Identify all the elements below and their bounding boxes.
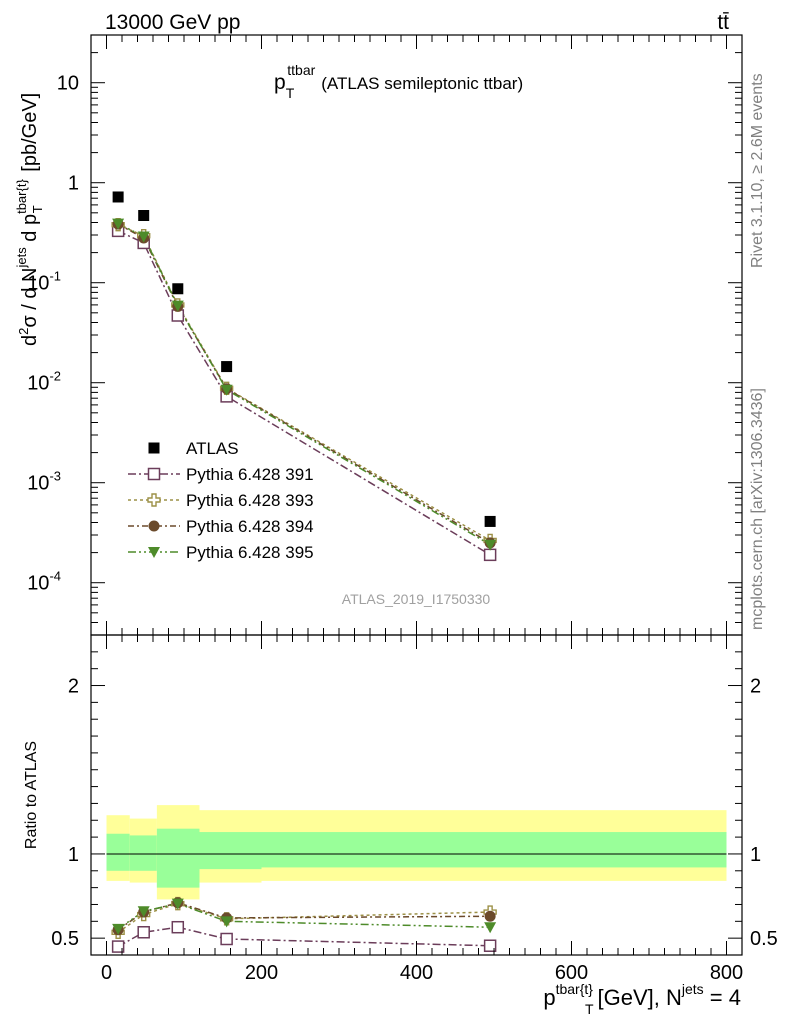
upper-y-tick-label: 10-3 (27, 469, 61, 495)
lower-y-tick-label-right: 0.5 (750, 928, 778, 950)
atlas-data-point (221, 361, 233, 373)
ratio-series-point-0 (171, 920, 185, 934)
uncertainty-band-inner (199, 832, 262, 870)
rivet-version-label: Rivet 3.1.10, ≥ 2.6M events (749, 73, 766, 268)
analysis-watermark: ATLAS_2019_I1750330 (342, 591, 491, 607)
ratio-series-point-2 (484, 910, 496, 922)
chart-title: pTttbar(ATLAS semileptonic ttbar) (274, 62, 523, 101)
lower-y-axis-label: Ratio to ATLAS (23, 741, 40, 849)
ratio-series-line-0 (117, 926, 491, 948)
atlas-data-point (484, 515, 496, 527)
x-tick-label: 600 (555, 962, 588, 984)
x-tick-label: 0 (101, 962, 112, 984)
ratio-series-point-0 (137, 926, 150, 939)
lower-y-tick-label-right: 2 (750, 676, 761, 698)
upper-y-tick-label: 10-2 (27, 369, 61, 395)
uncertainty-band-inner (261, 832, 727, 868)
ratio-series-point-3 (484, 922, 497, 934)
atlas-data-point (138, 210, 150, 222)
x-tick-label: 400 (400, 962, 433, 984)
header-process-label: tt̄ (717, 11, 729, 34)
upper-y-tick-label: 1 (68, 173, 79, 195)
upper-series-point-3 (137, 231, 150, 243)
legend-marker-2 (148, 520, 160, 532)
upper-panel: 10 1 10-1 10-2 10-3 10-4 pTttbar(ATLAS semile… (14, 34, 743, 636)
x-tick-label: 200 (245, 962, 278, 984)
ratio-series-point-0 (111, 940, 125, 953)
upper-series-point-3 (112, 218, 125, 230)
legend-label-atlas: ATLAS (186, 439, 239, 458)
legend-label-1: Pythia 6.428 393 (186, 491, 314, 510)
ratio-series-point-3 (112, 923, 125, 935)
legend-marker-1 (147, 493, 161, 507)
upper-series-point-3 (484, 539, 497, 551)
upper-y-tick-label: 10 (57, 73, 79, 95)
ratio-series-point-3 (171, 898, 184, 910)
atlas-data-point (112, 191, 124, 203)
x-tick-label: 800 (710, 962, 743, 984)
upper-series-point-0 (483, 548, 497, 562)
legend-marker-atlas (148, 442, 160, 454)
ratio-series-point-0 (220, 932, 233, 946)
svg-text:d2σ / d Njets d ptbar{t}T [pb/: d2σ / d Njets d ptbar{t}T [pb/GeV] (14, 93, 45, 346)
upper-y-axis-label: d2σ / d Njets d ptbar{t}T [pb/GeV] (14, 93, 45, 346)
legend-marker-3 (148, 547, 160, 558)
uncertainty-band-inner (156, 828, 200, 888)
legend: ATLAS Pythia 6.428 391 Pythia 6.428 393 Pyt… (128, 439, 314, 562)
upper-series-line-2 (117, 223, 491, 544)
lower-y-tick-label: 1 (68, 844, 79, 866)
lower-panel: 0.5 0.5 1 1 2 2 0 200 400 600 800 Ratio to ATLAS (23, 634, 778, 984)
uncertainty-band-inner (129, 835, 157, 871)
lower-y-tick-label-right: 1 (750, 844, 761, 866)
legend-marker-0 (147, 467, 161, 481)
lower-y-tick-label: 2 (68, 676, 79, 698)
ratio-series-point-3 (220, 916, 233, 928)
legend-label-3: Pythia 6.428 395 (186, 543, 314, 562)
legend-label-2: Pythia 6.428 394 (186, 517, 314, 536)
ratio-series-point-3 (137, 906, 150, 918)
upper-series-point-3 (171, 300, 184, 312)
lower-y-tick-label: 0.5 (51, 928, 79, 950)
upper-series-point-3 (220, 384, 233, 396)
mcplots-source-label: mcplots.cern.ch [arXiv:1306.3436] (749, 388, 766, 630)
upper-y-tick-label: 10-4 (27, 569, 61, 595)
legend-label-0: Pythia 6.428 391 (186, 465, 314, 484)
ratio-series-point-0 (483, 939, 497, 952)
header-collision-label: 13000 GeV pp (105, 11, 240, 34)
atlas-data-point (172, 283, 184, 295)
upper-y-tick-label: 10-1 (27, 269, 61, 295)
uncertainty-band-inner (106, 833, 130, 871)
x-axis-label: ptbar{t} T [GeV], Njets = 4 (543, 981, 741, 1017)
